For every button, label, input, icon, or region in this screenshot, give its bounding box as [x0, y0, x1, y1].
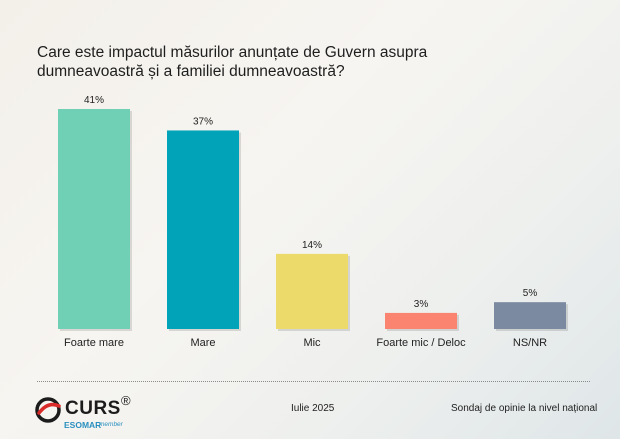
bar — [167, 130, 239, 329]
bar-value-label: 3% — [414, 299, 429, 310]
bar — [276, 253, 348, 329]
logo-esomar: ESOMAR — [64, 420, 102, 430]
footer-divider — [37, 381, 590, 382]
bar — [58, 109, 130, 329]
survey-note: Sondaj de opinie la nivel național — [451, 403, 598, 414]
bar-value-label: 41% — [84, 95, 104, 106]
chart-title: Care este impactul măsurilor anunțate de… — [37, 44, 428, 80]
category-label: Foarte mare — [64, 337, 124, 349]
curs-logo: CURS ® ESOMAR member — [35, 393, 145, 431]
logo-text: CURS — [65, 398, 121, 419]
bar-value-label: 5% — [523, 288, 538, 299]
survey-date: Iulie 2025 — [291, 403, 335, 414]
bar — [494, 302, 566, 329]
curs-logo-mark-icon — [35, 397, 61, 423]
bar-value-label: 14% — [302, 240, 322, 251]
bar — [385, 312, 457, 329]
logo-registered-mark: ® — [121, 393, 131, 408]
logo-member: member — [99, 421, 123, 428]
category-label: Foarte mic / Deloc — [376, 337, 466, 349]
category-label: Mic — [303, 337, 321, 349]
category-label: NS/NR — [513, 337, 547, 349]
bar-value-label: 37% — [193, 116, 213, 127]
category-label: Mare — [190, 337, 215, 349]
